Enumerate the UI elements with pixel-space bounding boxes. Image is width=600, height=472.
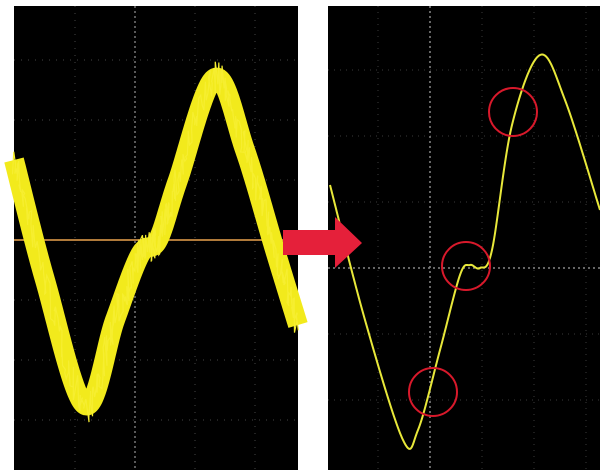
wave-noise	[11, 61, 299, 423]
noisy-waveform	[4, 61, 308, 423]
right-screen	[328, 6, 600, 470]
highlight-circle	[408, 367, 458, 417]
clean-waveform	[329, 53, 600, 450]
arrow	[283, 217, 362, 268]
left-grid	[14, 6, 298, 470]
highlight-circle	[441, 241, 491, 291]
highlight-circle	[488, 87, 538, 137]
